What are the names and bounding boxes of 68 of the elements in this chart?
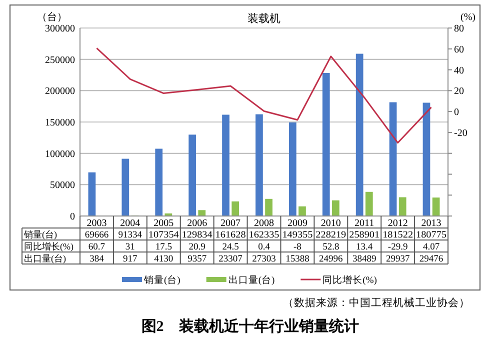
y2-tick-label: 40 <box>454 65 464 76</box>
data-label: 181522 <box>382 230 414 240</box>
x-tick-label: 2007 <box>220 218 241 229</box>
x-tick-label: 2009 <box>287 218 308 229</box>
data-label: 69666 <box>84 230 109 240</box>
data-label: 0.4 <box>258 242 270 252</box>
data-label: 52.8 <box>322 242 340 252</box>
y-tick-label: 250000 <box>45 54 75 66</box>
y-axis-title: （台） <box>37 11 67 23</box>
data-label: 107354 <box>148 230 180 240</box>
x-tick-label: 2013 <box>421 218 442 229</box>
text: 出口量(台) <box>24 254 66 264</box>
text: 同比增长(%) <box>24 242 74 252</box>
x-tick-label: 2011 <box>354 218 374 229</box>
data-label: 38489 <box>352 254 376 264</box>
data-label: 9357 <box>188 254 207 264</box>
data-label: 161628 <box>215 230 246 240</box>
y-tick-label: 50000 <box>50 180 75 192</box>
data-label: 4.07 <box>422 242 440 252</box>
y2-tick-label: 0 <box>454 107 459 118</box>
y-tick-label: 200000 <box>45 86 75 98</box>
data-label: 20.9 <box>188 242 206 252</box>
data-label: 180775 <box>416 230 447 240</box>
x-tick-label: 2010 <box>320 218 341 229</box>
y-tick-label: 100000 <box>45 148 75 160</box>
data-label: 31 <box>125 242 136 252</box>
y2-axis-title: (%) <box>460 12 476 23</box>
data-label: 258901 <box>349 230 380 240</box>
y-tick-label: 0 <box>70 212 75 222</box>
data-label: 162335 <box>248 230 280 240</box>
y2-tick-label: 60 <box>454 44 464 56</box>
legend-label: 出口量(台) <box>228 274 275 286</box>
x-tick-label: 2006 <box>187 218 208 229</box>
data-label: 29937 <box>386 254 410 264</box>
chart-title: 装载机 <box>248 12 280 25</box>
data-label: 24996 <box>319 254 344 264</box>
data-label: -8 <box>293 242 302 252</box>
text: （数据来源：中国工程机械工业协会） <box>283 296 470 309</box>
legend-label: 销量(台) <box>143 274 180 286</box>
data-label: 917 <box>123 254 138 264</box>
x-tick-label: 2008 <box>254 218 274 229</box>
data-label: 24.5 <box>222 242 240 252</box>
x-tick-label: 2004 <box>120 218 140 229</box>
legend-label: 同比增长(%) <box>322 274 377 286</box>
x-tick-label: 2005 <box>154 218 174 229</box>
data-label: 60.7 <box>88 242 106 252</box>
data-label: 15388 <box>286 254 310 264</box>
data-label: 91334 <box>118 230 142 240</box>
data-label: 384 <box>90 254 104 264</box>
y2-tick-label: 20 <box>454 86 464 98</box>
x-tick-label: 2012 <box>388 218 408 229</box>
text: 销量(台) <box>24 230 57 240</box>
data-label: 27303 <box>252 254 276 264</box>
data-label: 129834 <box>182 230 213 240</box>
data-label: 17.5 <box>155 242 172 252</box>
data-label: 228219 <box>316 230 346 240</box>
x-tick-label: 2003 <box>86 218 107 229</box>
data-label: 29476 <box>419 254 444 264</box>
data-label: 149355 <box>282 230 313 240</box>
y-tick-label: 300000 <box>45 24 75 34</box>
y2-tick-label: 80 <box>454 24 464 34</box>
data-label: 4130 <box>154 254 174 264</box>
data-label: 13.4 <box>356 242 373 252</box>
caption: 图2 装载机近十年行业销量统计 <box>141 318 359 335</box>
y-tick-label: 150000 <box>45 118 75 128</box>
data-label: -29.9 <box>388 242 408 252</box>
y2-tick-label: -20 <box>454 128 468 139</box>
data-label: 23307 <box>218 254 243 264</box>
